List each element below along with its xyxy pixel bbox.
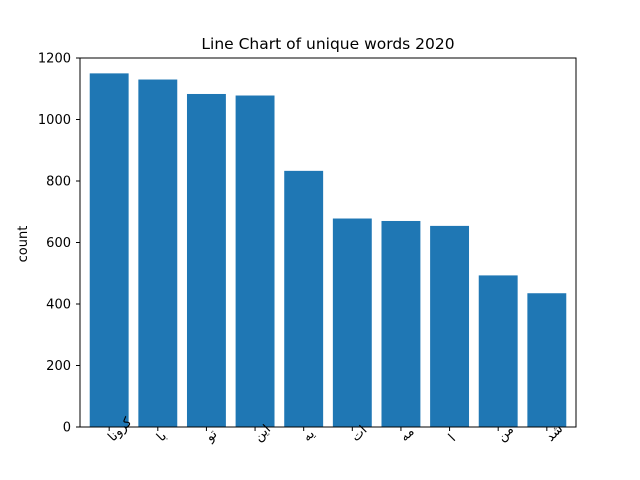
y-axis-label: count — [16, 226, 31, 263]
bar-9 — [527, 293, 567, 427]
x-tick-label: با — [154, 429, 170, 445]
chart-title: Line Chart of unique words 2020 — [201, 35, 454, 53]
x-tick-label: تو — [202, 427, 221, 446]
bar-1 — [138, 79, 178, 428]
bar-0 — [89, 73, 129, 427]
bar-8 — [478, 275, 518, 427]
bar-6 — [381, 220, 421, 427]
x-tick-label: ا — [446, 432, 459, 445]
y-tick-label: 600 — [46, 236, 71, 251]
plot-frame — [79, 57, 577, 428]
y-tick-label: 0 — [63, 421, 71, 436]
bar-7 — [430, 225, 470, 427]
y-tick-label: 1000 — [38, 113, 71, 128]
y-tick-label: 400 — [46, 298, 71, 313]
y-tick-label: 800 — [46, 175, 71, 190]
bar-5 — [332, 218, 372, 427]
bar-4 — [284, 170, 324, 428]
bar-3 — [235, 95, 275, 427]
y-tick-label: 1200 — [38, 52, 71, 67]
bars-group — [89, 73, 567, 428]
y-ticks-group: 0 200 400 600 800 1000 1200 — [38, 52, 80, 436]
y-tick-label: 200 — [46, 359, 71, 374]
x-tick-label: یه — [300, 426, 318, 444]
bar-2 — [186, 93, 226, 427]
